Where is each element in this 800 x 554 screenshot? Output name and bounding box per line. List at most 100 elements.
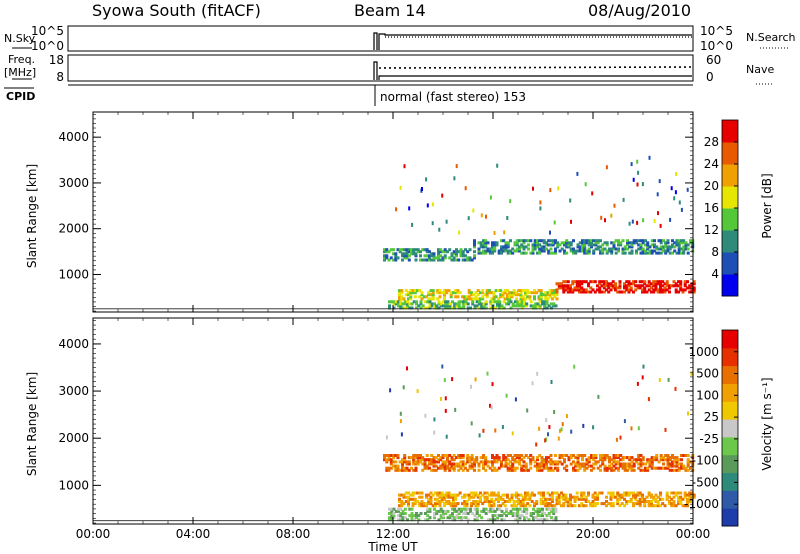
echo-cell: [636, 502, 640, 506]
echo-cell: [654, 284, 658, 288]
colorbar-segment: [722, 120, 738, 143]
echo-cell: [674, 386, 677, 391]
echo-cell: [403, 512, 407, 515]
echo-cell: [522, 241, 526, 245]
echo-cell: [450, 458, 454, 462]
echo-cell: [609, 502, 613, 506]
echo-cell: [502, 456, 506, 460]
colorbar-segment: [722, 419, 738, 438]
echo-cell: [460, 509, 463, 513]
echo-cell: [569, 288, 572, 292]
echo-cell: [541, 302, 544, 306]
echo-cell: [404, 289, 408, 293]
echo-cell: [472, 500, 476, 503]
echo-cell: [388, 300, 391, 304]
echo-cell: [584, 497, 588, 501]
echo-cell: [540, 239, 544, 243]
echo-cell: [562, 497, 566, 501]
echo-cell: [659, 491, 662, 495]
echo-cell: [473, 507, 477, 511]
echo-cell: [605, 456, 609, 460]
echo-cell: [547, 514, 551, 518]
echo-cell: [490, 297, 494, 301]
echo-cell: [416, 250, 420, 254]
echo-cell: [646, 458, 650, 462]
echo-cell: [560, 462, 564, 466]
echo-cell: [591, 280, 595, 284]
echo-cell: [682, 454, 686, 457]
echo-cell: [623, 466, 627, 470]
echo-cell: [451, 514, 454, 518]
echo-cell: [626, 462, 629, 466]
echo-cell: [443, 297, 446, 301]
echo-cell: [636, 491, 640, 495]
echo-cell: [496, 518, 499, 522]
echo-cell: [682, 466, 686, 470]
echo-cell: [411, 504, 415, 508]
echo-cell: [544, 502, 548, 506]
echo-cell: [413, 497, 417, 501]
echo-cell: [446, 466, 449, 470]
echo-cell: [582, 493, 586, 497]
echo-cell: [455, 304, 459, 308]
echo-cell: [446, 304, 450, 308]
echo-cell: [659, 251, 663, 255]
echo-cell: [623, 245, 627, 249]
echo-cell: [612, 456, 616, 460]
echo-cell: [411, 291, 415, 295]
echo-cell: [540, 464, 544, 468]
echo-cell: [428, 250, 431, 254]
echo-cell: [394, 464, 398, 468]
echo-cell: [383, 456, 386, 460]
echo-cell: [677, 249, 681, 253]
echo-cell: [569, 247, 573, 251]
echo-cell: [587, 460, 591, 464]
echo-cell: [482, 245, 485, 249]
echo-cell: [619, 462, 623, 466]
echo-cell: [525, 516, 529, 520]
echo-cell: [480, 213, 483, 218]
echo-cell: [500, 460, 503, 464]
echo-cell: [439, 254, 443, 258]
echo-cell: [399, 514, 403, 518]
echo-cell: [605, 466, 609, 470]
echo-cell: [602, 282, 606, 286]
echo-cell: [438, 502, 442, 506]
echo-cell: [683, 495, 687, 499]
echo-cell: [441, 466, 445, 470]
echo-cell: [590, 239, 593, 243]
echo-cell: [394, 300, 398, 304]
echo-cell: [449, 295, 453, 299]
echo-cell: [388, 306, 391, 310]
echo-cell: [509, 464, 512, 468]
echo-cell: [519, 297, 523, 301]
echo-cell: [475, 304, 479, 308]
echo-cell: [493, 243, 497, 247]
echo-cell: [679, 280, 683, 284]
echo-cell: [394, 460, 398, 464]
echo-cell: [518, 247, 521, 251]
echo-cell: [539, 291, 543, 295]
echo-cell: [616, 497, 620, 501]
echo-cell: [504, 249, 508, 253]
echo-cell: [466, 250, 470, 254]
echo-cell: [482, 239, 485, 243]
echo-cell: [497, 491, 500, 495]
echo-cell: [406, 300, 409, 304]
echo-cell: [537, 491, 541, 495]
echo-cell: [557, 282, 561, 286]
echo-cell: [515, 456, 519, 460]
echo-cell: [554, 507, 558, 511]
echo-cell: [408, 302, 412, 306]
echo-cell: [475, 456, 479, 460]
echo-cell: [632, 464, 636, 468]
echo-cell: [526, 493, 530, 497]
echo-cell: [647, 280, 651, 284]
echo-cell: [637, 454, 641, 457]
echo-cell: [612, 468, 616, 472]
echo-cell: [547, 304, 551, 308]
echo-cell: [492, 293, 496, 297]
echo-cell: [590, 468, 593, 472]
echo-cell: [453, 306, 457, 310]
